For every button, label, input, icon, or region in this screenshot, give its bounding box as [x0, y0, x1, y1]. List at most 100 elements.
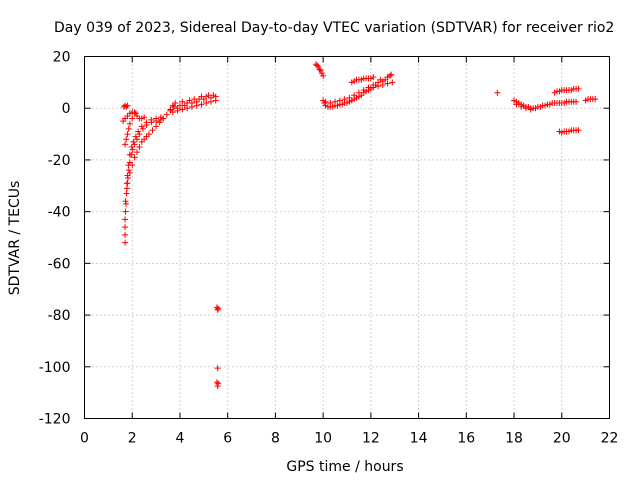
data-point: [124, 175, 131, 182]
data-series-sdtvar: [120, 61, 599, 390]
data-point: [139, 125, 146, 132]
data-point: [207, 98, 214, 105]
data-point: [122, 231, 129, 238]
data-point: [129, 115, 136, 122]
data-point: [138, 123, 145, 130]
data-point: [193, 102, 200, 109]
data-point: [336, 97, 343, 104]
data-point: [124, 180, 131, 187]
data-point: [384, 80, 391, 87]
data-point: [125, 167, 132, 174]
data-point: [317, 67, 324, 74]
data-point: [130, 138, 137, 145]
y-tick-label: -120: [39, 412, 71, 428]
data-point: [169, 109, 176, 116]
y-tick-label: -80: [48, 308, 71, 324]
data-point: [123, 136, 130, 143]
y-tick-labels: 20 0 -20 -40 -60 -80 -100 -120: [39, 50, 71, 428]
data-point: [126, 169, 133, 176]
x-tick-label: 18: [505, 431, 523, 447]
x-tick-label: 2: [128, 431, 137, 447]
x-tick-label: 6: [223, 431, 232, 447]
y-tick-label: -20: [48, 153, 71, 169]
data-point: [141, 114, 148, 121]
x-tick-label: 0: [80, 431, 89, 447]
data-point: [315, 63, 322, 70]
data-point: [322, 98, 329, 105]
data-point: [318, 70, 325, 77]
data-point: [143, 122, 150, 129]
data-point: [134, 136, 140, 143]
gridlines: [84, 56, 610, 419]
y-tick-label: -100: [39, 360, 71, 376]
data-point: [170, 103, 177, 110]
data-point: [518, 103, 525, 110]
data-point: [341, 96, 348, 103]
data-point: [156, 119, 163, 126]
data-point: [122, 198, 129, 205]
x-tick-label: 4: [175, 431, 184, 447]
data-point: [132, 110, 139, 117]
data-point: [370, 74, 377, 81]
x-tick-label: 16: [457, 431, 475, 447]
y-axis-title: SDTVAR / TECUs: [7, 181, 23, 296]
x-tick-label: 10: [314, 431, 332, 447]
data-point: [314, 62, 321, 69]
data-point: [575, 85, 582, 92]
data-point: [179, 98, 186, 105]
data-point: [129, 162, 136, 169]
data-point: [592, 96, 599, 103]
y-tick-label: -60: [48, 256, 71, 272]
data-point: [327, 100, 334, 107]
data-point: [351, 92, 358, 99]
x-axis-title: GPS time / hours: [286, 459, 403, 475]
x-tick-label: 14: [410, 431, 428, 447]
data-point: [213, 304, 220, 311]
x-tick-label: 22: [601, 431, 619, 447]
data-point: [386, 72, 393, 79]
data-point: [174, 107, 181, 114]
data-point: [124, 102, 131, 109]
data-point: [131, 109, 138, 116]
data-point: [365, 84, 372, 91]
data-point: [172, 100, 179, 107]
data-point: [123, 185, 130, 192]
y-tick-label: 20: [53, 50, 71, 66]
data-point: [198, 101, 205, 108]
data-point: [131, 154, 138, 161]
data-point: [148, 119, 155, 126]
data-point: [320, 72, 327, 79]
data-point: [149, 127, 156, 134]
data-point: [203, 100, 210, 107]
data-point: [179, 106, 186, 113]
data-point: [522, 105, 529, 112]
data-point: [136, 131, 143, 138]
data-point: [135, 128, 142, 135]
data-point: [213, 379, 220, 386]
data-point: [188, 103, 195, 110]
data-point: [513, 101, 520, 108]
y-tick-label: -40: [48, 205, 71, 221]
data-point: [124, 131, 131, 138]
data-point: [128, 144, 135, 150]
data-point: [215, 305, 222, 312]
data-point: [388, 71, 395, 78]
data-point: [132, 133, 139, 140]
data-point: [122, 239, 129, 246]
data-point: [122, 208, 129, 215]
data-point: [136, 144, 143, 150]
data-point: [145, 131, 152, 138]
x-tick-label: 8: [271, 431, 280, 447]
data-point: [131, 141, 138, 148]
y-tick-label: 0: [62, 101, 71, 117]
data-point: [360, 87, 367, 94]
data-point: [389, 79, 396, 86]
data-point: [494, 89, 501, 96]
x-tick-label: 12: [362, 431, 380, 447]
data-point: [321, 100, 328, 107]
data-point: [126, 120, 133, 127]
data-point: [212, 97, 219, 104]
data-point: [163, 111, 170, 118]
data-point: [379, 81, 386, 88]
